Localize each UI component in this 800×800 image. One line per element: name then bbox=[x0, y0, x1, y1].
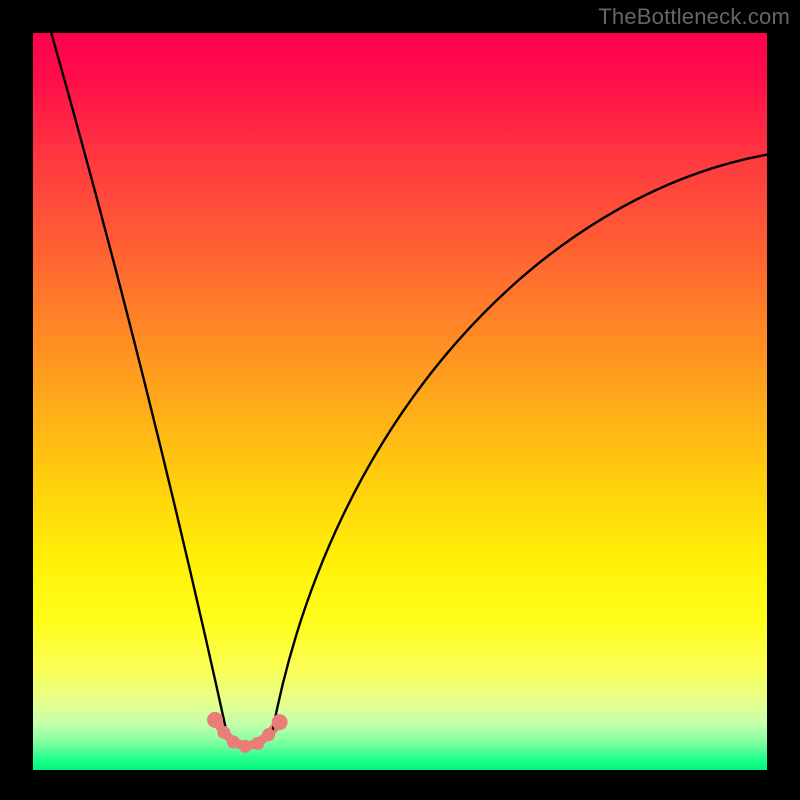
gradient-background bbox=[33, 33, 767, 770]
marker-dot bbox=[239, 740, 252, 753]
marker-dot bbox=[207, 712, 223, 728]
marker-dot bbox=[217, 726, 230, 739]
marker-dot bbox=[262, 728, 275, 741]
plot-area bbox=[33, 33, 767, 770]
chart-svg bbox=[0, 0, 800, 800]
marker-dot bbox=[272, 714, 288, 730]
marker-dot bbox=[251, 737, 264, 750]
watermark-text: TheBottleneck.com bbox=[598, 4, 790, 30]
marker-dot bbox=[227, 735, 240, 748]
chart-container: TheBottleneck.com bbox=[0, 0, 800, 800]
